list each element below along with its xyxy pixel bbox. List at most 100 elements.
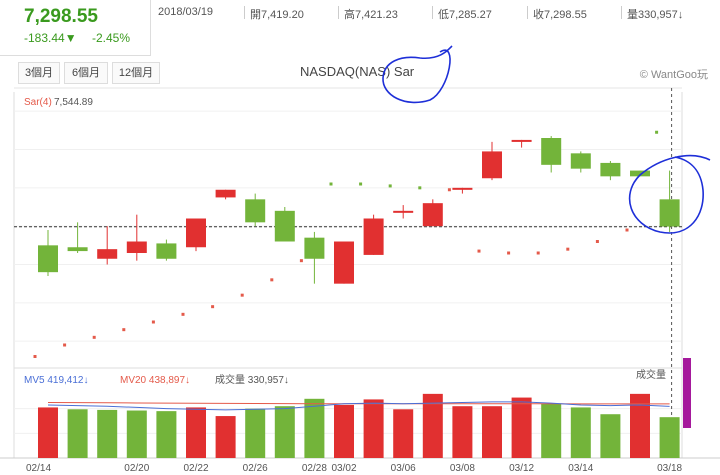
candle-body	[97, 249, 118, 259]
volume-bar	[304, 398, 325, 458]
candle-body	[67, 247, 88, 252]
volume-bar	[274, 406, 295, 458]
volume-bar	[482, 406, 502, 458]
ohlc-date: 2018/03/19	[158, 6, 214, 18]
ohlc-high: 高7,421.23	[338, 6, 398, 22]
sar-value: 7,544.89	[54, 97, 93, 108]
volume-bar	[97, 409, 118, 458]
volume-legend: 成交量 330,957↓	[215, 373, 289, 386]
x-tick-label: 02/28	[302, 463, 327, 474]
range-button-3m[interactable]: 3個月	[18, 62, 60, 84]
candle-body	[511, 139, 532, 142]
candle-body	[38, 245, 58, 273]
ohlc-open: 開7,419.20	[244, 6, 304, 22]
x-tick-label: 02/26	[243, 463, 268, 474]
candle-body	[630, 170, 650, 177]
candle-body	[334, 241, 354, 284]
sar-dot	[270, 278, 274, 282]
candle-body	[156, 243, 177, 259]
volume-bar	[215, 416, 236, 458]
volume-bar	[570, 407, 591, 458]
ohlc-open-label: 開7,419.20	[250, 9, 304, 21]
sar-dot	[447, 188, 451, 192]
sar-dot	[181, 312, 185, 316]
candle-body	[482, 151, 502, 179]
range-button-12m[interactable]: 12個月	[112, 62, 160, 84]
x-tick-label: 03/08	[450, 463, 475, 474]
candle-body	[245, 199, 266, 223]
x-tick-label: 03/18	[657, 463, 682, 474]
candle-body	[422, 203, 443, 227]
x-tick-label: 02/20	[124, 463, 149, 474]
volume-bar	[186, 407, 206, 458]
candle-body	[363, 218, 384, 255]
volume-bar	[67, 409, 88, 458]
sar-dot	[477, 249, 481, 253]
x-tick-label: 03/06	[391, 463, 416, 474]
ma5-line	[47, 401, 670, 411]
volume-bar	[511, 397, 532, 458]
x-tick-label: 03/12	[509, 463, 534, 474]
volume-bar	[245, 408, 266, 458]
annotation-circle-last-candle	[628, 154, 711, 234]
sar-dot	[240, 293, 244, 297]
brand-label: © WantGoo玩	[639, 69, 708, 81]
x-tick-label: 02/22	[183, 463, 208, 474]
x-tick-label: 02/14	[26, 463, 51, 474]
ohlc-volume: 量330,957↓	[621, 6, 684, 22]
x-tick-label: 03/02	[331, 463, 356, 474]
candle-body	[541, 138, 562, 165]
annotation-circle-title	[382, 45, 453, 104]
volume-bar	[363, 399, 384, 458]
sar-dot	[329, 182, 333, 186]
candle-body	[452, 187, 473, 190]
candle-body	[393, 210, 414, 213]
sar-dot	[388, 184, 392, 188]
volume-bar	[393, 409, 414, 458]
sar-dot	[655, 130, 659, 134]
candle-body	[659, 199, 680, 227]
volume-axis-label: 成交量	[636, 368, 666, 381]
sar-dot	[566, 247, 570, 251]
candle-body	[304, 237, 325, 259]
volume-bar	[600, 414, 621, 458]
volume-bar	[659, 417, 680, 458]
sar-dot	[595, 240, 599, 243]
sar-dot	[625, 228, 629, 232]
price-change: -183.44▼	[24, 31, 77, 45]
sar-dot	[151, 320, 155, 324]
scroll-indicator	[683, 358, 691, 428]
last-price: 7,298.55	[24, 6, 98, 27]
candle-body	[600, 162, 621, 177]
candle-body	[274, 210, 295, 242]
volume-bar	[422, 393, 443, 458]
ohlc-close-label: 收7,298.55	[533, 9, 587, 21]
volume-bar	[126, 410, 147, 458]
sar-label: Sar(4)	[24, 97, 52, 108]
ma20-legend: MV20 438,897↓	[120, 375, 190, 386]
ohlc-low-label: 低7,285.27	[438, 9, 492, 21]
ohlc-volume-label: 量330,957↓	[627, 9, 684, 21]
sar-dot	[507, 251, 511, 255]
volume-bar	[334, 404, 354, 458]
volume-bar	[630, 393, 650, 458]
price-change-percent: -2.45%	[92, 31, 131, 45]
quote-panel: 7,298.55 -183.44▼ -2.45%	[0, 0, 151, 56]
x-tick-label: 03/14	[568, 463, 593, 474]
sar-dot	[92, 335, 96, 339]
candle-body	[215, 189, 236, 198]
range-button-6m[interactable]: 6個月	[64, 62, 108, 84]
volume-bar	[541, 403, 562, 458]
candle-body	[570, 153, 591, 169]
sar-dot	[122, 328, 126, 332]
sar-dot	[211, 305, 215, 309]
ma5-legend: MV5 419,412↓	[24, 375, 89, 386]
ohlc-close: 收7,298.55	[527, 6, 587, 22]
candle-body	[126, 241, 147, 253]
sar-dot	[33, 355, 37, 358]
sar-dot	[418, 186, 422, 190]
candle-body	[186, 218, 206, 248]
ohlc-low: 低7,285.27	[432, 6, 492, 22]
ohlc-high-label: 高7,421.23	[344, 9, 398, 21]
